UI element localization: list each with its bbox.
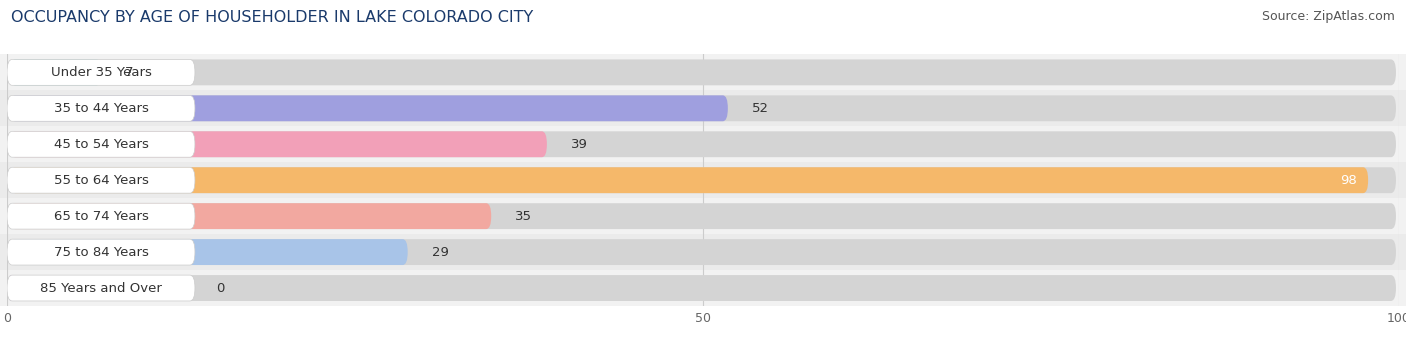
- FancyBboxPatch shape: [7, 203, 195, 229]
- FancyBboxPatch shape: [10, 167, 1368, 193]
- Text: 52: 52: [752, 102, 769, 115]
- FancyBboxPatch shape: [7, 275, 195, 301]
- FancyBboxPatch shape: [10, 59, 101, 85]
- FancyBboxPatch shape: [7, 59, 195, 85]
- FancyBboxPatch shape: [0, 90, 1406, 126]
- Text: 45 to 54 Years: 45 to 54 Years: [53, 138, 149, 151]
- Text: Source: ZipAtlas.com: Source: ZipAtlas.com: [1261, 10, 1395, 23]
- FancyBboxPatch shape: [0, 54, 1406, 90]
- FancyBboxPatch shape: [8, 275, 15, 301]
- FancyBboxPatch shape: [0, 198, 1406, 234]
- Text: 35 to 44 Years: 35 to 44 Years: [53, 102, 149, 115]
- Text: 0: 0: [217, 282, 224, 294]
- FancyBboxPatch shape: [7, 96, 195, 121]
- Text: 39: 39: [571, 138, 588, 151]
- FancyBboxPatch shape: [0, 162, 1406, 198]
- Text: 98: 98: [1340, 174, 1357, 187]
- Text: 65 to 74 Years: 65 to 74 Years: [53, 210, 149, 223]
- FancyBboxPatch shape: [0, 126, 1406, 162]
- FancyBboxPatch shape: [10, 59, 1396, 85]
- FancyBboxPatch shape: [10, 203, 491, 229]
- FancyBboxPatch shape: [10, 96, 1396, 121]
- Text: OCCUPANCY BY AGE OF HOUSEHOLDER IN LAKE COLORADO CITY: OCCUPANCY BY AGE OF HOUSEHOLDER IN LAKE …: [11, 10, 533, 25]
- FancyBboxPatch shape: [10, 131, 547, 157]
- FancyBboxPatch shape: [10, 239, 408, 265]
- FancyBboxPatch shape: [7, 131, 195, 157]
- Text: 29: 29: [432, 245, 449, 259]
- FancyBboxPatch shape: [7, 239, 195, 265]
- FancyBboxPatch shape: [10, 96, 728, 121]
- FancyBboxPatch shape: [10, 203, 1396, 229]
- Text: Under 35 Years: Under 35 Years: [51, 66, 152, 79]
- FancyBboxPatch shape: [10, 275, 1396, 301]
- FancyBboxPatch shape: [10, 131, 1396, 157]
- FancyBboxPatch shape: [10, 167, 1396, 193]
- FancyBboxPatch shape: [0, 234, 1406, 270]
- FancyBboxPatch shape: [7, 167, 195, 193]
- Text: 35: 35: [515, 210, 531, 223]
- FancyBboxPatch shape: [0, 270, 1406, 306]
- FancyBboxPatch shape: [10, 239, 1396, 265]
- Text: 75 to 84 Years: 75 to 84 Years: [53, 245, 149, 259]
- Text: 55 to 64 Years: 55 to 64 Years: [53, 174, 149, 187]
- Text: 7: 7: [125, 66, 134, 79]
- Text: 85 Years and Over: 85 Years and Over: [39, 282, 162, 294]
